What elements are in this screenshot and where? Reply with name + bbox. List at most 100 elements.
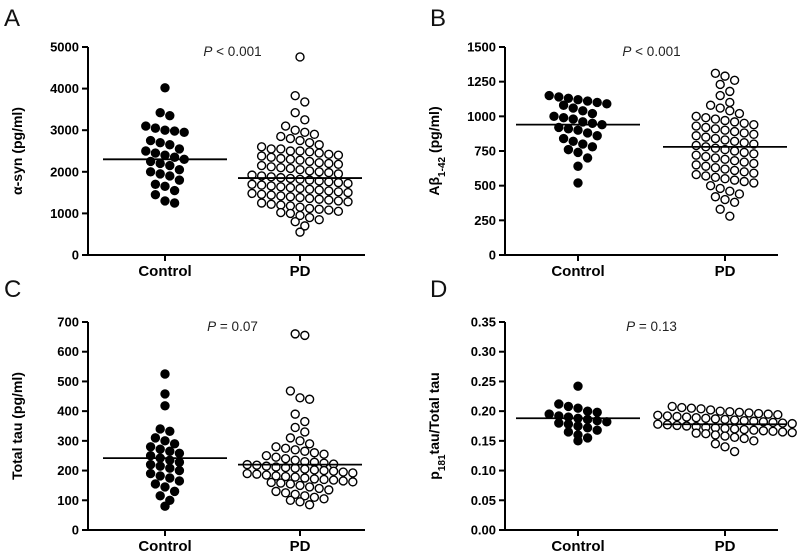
data-point: [290, 108, 300, 118]
data-point: [739, 137, 749, 148]
data-point: [568, 103, 578, 113]
data-point: [280, 488, 291, 498]
data-point: [252, 469, 262, 479]
data-point: [787, 418, 797, 429]
data-point: [150, 148, 161, 158]
data-point: [314, 176, 324, 186]
data-point: [672, 420, 682, 431]
data-point: [773, 410, 783, 420]
data-point: [155, 471, 165, 481]
data-point: [319, 474, 329, 485]
data-point: [725, 186, 735, 196]
data-point: [300, 115, 310, 125]
data-point: [739, 157, 749, 167]
data-point: [160, 125, 170, 135]
data-point: [667, 401, 677, 412]
panel-letter: C: [4, 276, 21, 303]
data-point: [247, 170, 257, 180]
data-point: [338, 467, 348, 477]
data-point: [285, 386, 296, 396]
y-axis-label-rest: tau/Total tau: [426, 372, 442, 454]
data-point: [729, 165, 740, 176]
data-point: [729, 446, 740, 457]
data-point: [165, 160, 175, 171]
data-point: [573, 381, 583, 391]
data-point: [160, 436, 170, 446]
data-point: [701, 122, 711, 133]
y-tick-label: 750: [474, 144, 496, 159]
data-point: [563, 427, 574, 437]
data-point: [715, 103, 725, 113]
data-point: [285, 192, 296, 202]
data-point: [710, 430, 721, 440]
data-point: [155, 444, 165, 454]
data-point: [720, 431, 730, 441]
data-point: [174, 465, 185, 476]
y-tick-label: 400: [57, 404, 79, 419]
data-point: [710, 172, 721, 183]
y-axis-label-rest: (pg/ml): [426, 106, 442, 157]
data-point: [314, 157, 324, 168]
data-point: [749, 436, 759, 446]
data-point: [739, 118, 749, 128]
data-point: [729, 175, 740, 185]
data-point: [592, 407, 602, 418]
data-point: [592, 97, 602, 108]
data-point: [324, 158, 334, 169]
data-point: [720, 423, 730, 434]
data-point: [169, 486, 180, 497]
data-point: [734, 189, 745, 199]
data-point: [691, 140, 701, 151]
y-axis-label-subscript: 181: [437, 454, 448, 471]
data-point: [300, 491, 310, 501]
x-tick-label-control: Control: [138, 538, 191, 551]
y-tick-label: 300: [57, 433, 79, 448]
data-point: [701, 429, 711, 439]
data-point: [749, 168, 759, 178]
data-point: [705, 180, 716, 191]
data-point: [725, 407, 735, 417]
y-tick-label: 0.05: [471, 493, 496, 508]
p-value-annotation: P = 0.13: [626, 319, 677, 334]
data-point: [715, 90, 725, 101]
data-point: [300, 464, 310, 474]
data-point: [276, 153, 286, 164]
data-point: [304, 156, 315, 167]
p-symbol: P: [626, 319, 635, 334]
data-point: [558, 133, 569, 144]
data-point: [343, 178, 353, 189]
data-point: [324, 177, 334, 187]
y-tick-label: 0.15: [471, 433, 496, 448]
x-tick-label-control: Control: [138, 263, 191, 280]
data-point: [285, 154, 296, 165]
data-point: [160, 196, 170, 206]
data-point: [285, 182, 296, 193]
data-point: [290, 472, 300, 482]
series-pd: [238, 329, 362, 510]
data-point: [705, 100, 716, 110]
data-point: [691, 150, 701, 160]
data-point: [165, 171, 175, 181]
series-pd: [663, 68, 787, 221]
data-point: [691, 121, 701, 131]
data-point: [582, 406, 593, 416]
data-point: [261, 470, 272, 480]
p-value-annotation: P < 0.001: [203, 44, 261, 59]
data-point: [715, 183, 725, 194]
data-point: [602, 99, 612, 109]
data-point: [150, 479, 161, 489]
data-point: [662, 411, 673, 421]
data-point: [304, 500, 315, 510]
data-point: [720, 154, 730, 165]
y-tick-label: 1500: [467, 40, 496, 55]
y-tick-label: 0.00: [471, 523, 496, 538]
data-point: [271, 471, 281, 481]
data-point: [165, 446, 175, 456]
data-point: [554, 418, 564, 428]
data-point: [145, 468, 156, 479]
data-point: [285, 495, 296, 505]
data-point: [324, 167, 334, 178]
data-point: [739, 176, 749, 187]
data-point: [681, 412, 692, 422]
data-point: [256, 198, 267, 208]
